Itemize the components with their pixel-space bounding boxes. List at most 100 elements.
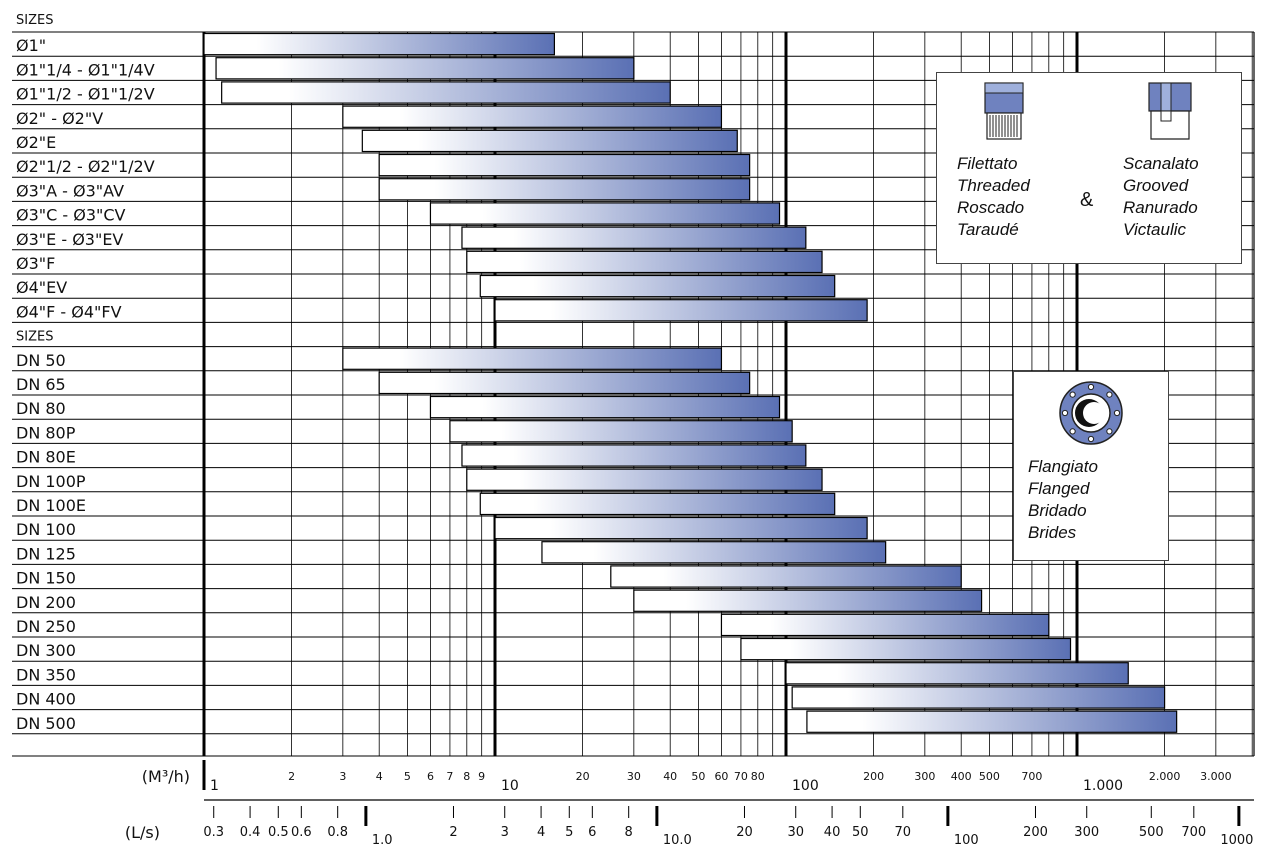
axis-ls-tick-label: 0.8: [327, 825, 348, 840]
axis-ls-tick-label: 8: [625, 825, 633, 840]
axis-ls-tick-label: 300: [1074, 825, 1099, 840]
range-bar: [806, 710, 1178, 733]
range-bar: [449, 420, 793, 443]
axis-m3h-tick-label: 2: [288, 770, 295, 783]
axis-ls-tick-label: 0.6: [291, 825, 312, 840]
range-bar: [494, 516, 868, 540]
range-bar: [429, 395, 781, 419]
range-bar: [342, 347, 723, 370]
axis-ls-tick-label: 5: [565, 825, 573, 840]
range-bar: [479, 492, 836, 516]
axis-m3h-tick-label: 80: [751, 770, 765, 783]
flanged-label-fr: Brides: [1028, 523, 1077, 542]
row-label: Ø1": [16, 36, 46, 55]
grooved-label-it: Scanalato: [1123, 154, 1199, 173]
threaded-fitting-icon: [984, 82, 1024, 140]
range-bar: [720, 613, 1050, 637]
axis-m3h-tick-label: 10: [501, 778, 519, 794]
axis-m3h-tick-label: 1.000: [1083, 778, 1123, 794]
threaded-label-it: Filettato: [957, 154, 1018, 173]
range-bar: [361, 129, 738, 153]
row-label: DN 350: [16, 665, 76, 684]
axis-m3h-tick-label: 700: [1021, 770, 1042, 783]
row-label: DN 125: [16, 544, 76, 563]
grooved-label-fr: Victaulic: [1123, 220, 1186, 239]
row-label: Ø2"E: [16, 133, 56, 152]
range-bar: [378, 153, 751, 177]
row-label: DN 250: [16, 617, 76, 636]
row-label: Ø4"EV: [16, 278, 67, 297]
axis-ls-tick-label: 100: [954, 833, 979, 848]
row-label: DN 65: [16, 375, 66, 394]
axis-ls-tick-label: 4: [537, 825, 545, 840]
row-label: Ø1"1/4 - Ø1"1/4V: [16, 60, 155, 79]
axis-m3h-tick-label: 1: [210, 778, 219, 794]
range-bar: [610, 565, 962, 588]
axis-ls-tick-label: 2: [449, 825, 457, 840]
axis-ls-tick-label: 20: [736, 825, 753, 840]
flanged-label-es: Bridado: [1028, 501, 1087, 520]
axis-m3h-tick-label: 5: [404, 770, 411, 783]
axis-ls-tick-label: 200: [1023, 825, 1048, 840]
row-label: DN 80E: [16, 448, 76, 467]
axis-m3h-tick-label: 6: [427, 770, 434, 783]
axis-ls-label: (L/s): [125, 823, 160, 842]
axis-ls-tick-label: 0.4: [240, 825, 261, 840]
range-bar: [740, 637, 1072, 661]
legend-flanged: Flangiato Flanged Bridado Brides: [1013, 371, 1169, 561]
range-bar: [429, 202, 781, 225]
row-label: DN 150: [16, 569, 76, 588]
axis-ls-tick-label: 10.0: [663, 833, 692, 848]
axis-ls-tick-label: 500: [1139, 825, 1164, 840]
range-bar: [342, 105, 723, 128]
axis-ls-tick-label: 700: [1181, 825, 1206, 840]
range-bar: [791, 686, 1166, 709]
axis-m3h-tick-label: 60: [714, 770, 728, 783]
group-header: SIZES: [16, 330, 53, 345]
row-label: Ø3"F: [16, 254, 55, 273]
row-label: DN 200: [16, 593, 76, 612]
row-labels: SIZES Ø1" Ø1"1/4 - Ø1"1/4V Ø1"1/2 - Ø1"1/2V…: [16, 13, 155, 733]
axis-ls-tick-label: 6: [588, 825, 596, 840]
legend-threaded-grooved: Filettato Threaded Roscado Taraudé & Sca…: [936, 72, 1242, 264]
axis-ls-tick-label: 3: [501, 825, 509, 840]
axis-m3h-tick-label: 4: [376, 770, 383, 783]
row-label: Ø3"E - Ø3"EV: [16, 230, 123, 249]
row-label: Ø3"C - Ø3"CV: [16, 206, 126, 225]
row-label: DN 400: [16, 690, 76, 709]
range-bar: [633, 589, 983, 612]
row-label: DN 100: [16, 520, 76, 539]
row-label: DN 80P: [16, 423, 76, 442]
axis-ls-tick-label: 30: [787, 825, 804, 840]
axis-m3h-tick-label: 200: [863, 770, 884, 783]
range-bar: [221, 81, 671, 104]
axis-m3h-tick-label: 20: [576, 770, 590, 783]
axis-m3h-tick-label: 40: [663, 770, 677, 783]
range-bar: [461, 226, 807, 249]
axis-m3h-tick-label: 50: [691, 770, 705, 783]
axis-m3h-tick-label: 3: [339, 770, 346, 783]
axis-m3h-tick-label: 70: [734, 770, 748, 783]
row-label: Ø1"1/2 - Ø1"1/2V: [16, 85, 155, 104]
axis-ls-tick-label: 1000: [1220, 833, 1253, 848]
range-bar: [494, 299, 868, 322]
axis-ls-tick-label: 0.5: [268, 825, 289, 840]
row-label: Ø4"F - Ø4"FV: [16, 302, 122, 321]
axis-m3h-label: (M³/h): [142, 767, 190, 786]
range-bar: [479, 274, 836, 298]
row-label: Ø3"A - Ø3"AV: [16, 181, 124, 200]
row-label: DN 100E: [16, 496, 86, 515]
range-bar: [541, 541, 887, 564]
row-label: Ø2" - Ø2"V: [16, 109, 103, 128]
group-header: SIZES: [16, 13, 53, 28]
range-bar: [378, 371, 751, 395]
axis-m3h-tick-label: 8: [463, 770, 470, 783]
flanged-label-en: Flanged: [1028, 479, 1090, 498]
row-label: Ø2"1/2 - Ø2"1/2V: [16, 157, 155, 176]
axis-ls-tick-label: 40: [824, 825, 841, 840]
row-label: DN 80: [16, 399, 66, 418]
axis-m3h-tick-label: 500: [979, 770, 1000, 783]
grooved-label-es: Ranurado: [1123, 198, 1198, 217]
